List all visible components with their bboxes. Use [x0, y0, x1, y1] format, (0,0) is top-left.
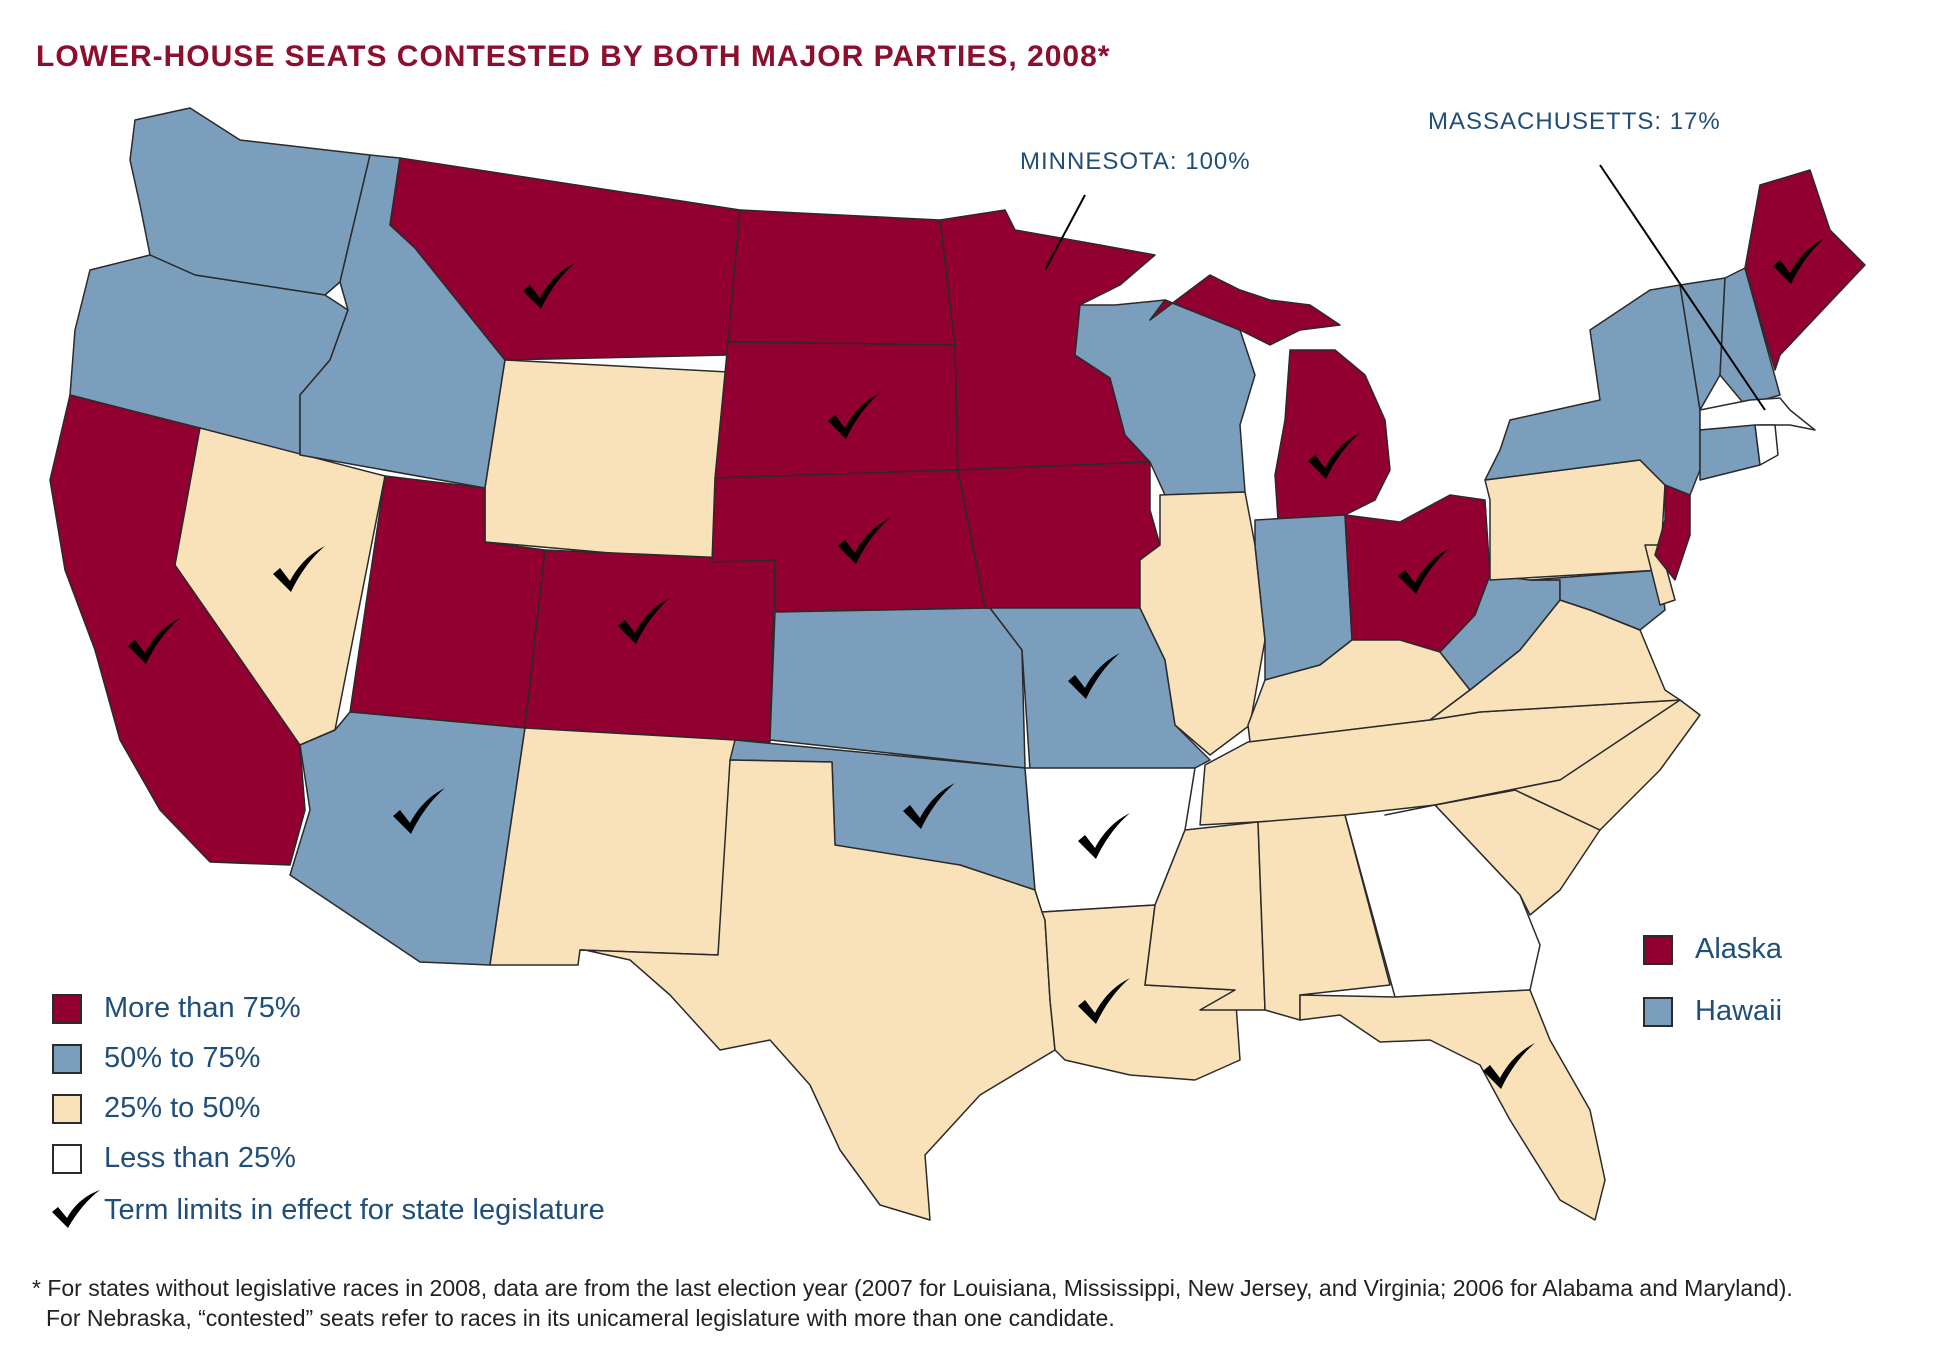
- inset-item-alaska: Alaska: [1643, 933, 1782, 966]
- footnote-line-1: * For states without legislative races i…: [32, 1275, 1793, 1301]
- minnesota-callout: MINNESOTA: 100%: [1020, 148, 1251, 175]
- state-ME: [1744, 169, 1866, 371]
- inset-swatch: [1643, 996, 1673, 1027]
- legend-swatch: [52, 1093, 82, 1124]
- checkmark-icon: [838, 518, 890, 564]
- massachusetts-leader-line: [1599, 164, 1766, 411]
- checkmark-icon: [393, 788, 445, 834]
- checkmark-icon: [618, 598, 670, 644]
- footnote-line-2: For Nebraska, “contested” seats refer to…: [46, 1305, 1115, 1331]
- checkmark-icon: [52, 1190, 100, 1228]
- state-RI: [1754, 424, 1779, 466]
- state-NY: [1484, 284, 1701, 496]
- state-AZ: [289, 711, 526, 966]
- state-NC: [1384, 699, 1701, 831]
- state-CT: [1699, 424, 1761, 481]
- inset-swatch: [1643, 934, 1673, 965]
- state-KS: [769, 607, 1026, 769]
- state-DE: [1644, 544, 1676, 606]
- checkmark-icon: [1483, 1043, 1535, 1089]
- state-WY: [484, 359, 729, 563]
- state-SD: [714, 341, 959, 479]
- legend-item-25-to-50: 25% to 50%: [52, 1092, 260, 1125]
- legend-item-50-to-75: 50% to 75%: [52, 1042, 260, 1075]
- state-NM: [489, 727, 736, 966]
- state-IL: [1139, 491, 1266, 756]
- map-title: LOWER-HOUSE SEATS CONTESTED BY BOTH MAJO…: [36, 40, 1111, 73]
- state-FL: [1299, 989, 1606, 1221]
- checkmark-icon: [828, 393, 880, 439]
- legend-label: Less than 25%: [104, 1142, 296, 1174]
- state-PA: [1484, 459, 1666, 581]
- legend-label: 50% to 75%: [104, 1042, 261, 1074]
- checkmark-icon: [1398, 548, 1450, 594]
- legend-swatch: [52, 1143, 82, 1174]
- state-TX: [579, 759, 1056, 1221]
- state-ND: [727, 209, 956, 346]
- checkmark-icon: [903, 783, 955, 829]
- state-MI-UP: [1149, 274, 1341, 346]
- legend-swatch: [52, 1043, 82, 1074]
- checkmark-icon: [1078, 813, 1130, 859]
- checkmark-icon: [1078, 978, 1130, 1024]
- inset-label-hawaii: Hawaii: [1695, 995, 1783, 1027]
- legend-item-term-limits: Term limits in effect for state legislat…: [50, 1190, 605, 1230]
- state-IA: [957, 461, 1161, 609]
- checkmark-icon: [128, 618, 180, 664]
- state-CO: [524, 549, 776, 743]
- checkmark-icon: [1308, 433, 1360, 479]
- inset-item-hawaii: Hawaii: [1643, 995, 1782, 1028]
- checkmark-icon: [1068, 653, 1120, 699]
- inset-label-alaska: Alaska: [1695, 933, 1783, 965]
- minnesota-leader-line: [1044, 194, 1086, 271]
- legend-label: More than 75%: [104, 992, 301, 1024]
- legend-label: 25% to 50%: [104, 1092, 261, 1124]
- legend-item-more-than-75: More than 75%: [52, 992, 301, 1025]
- legend-item-less-than-25: Less than 25%: [52, 1142, 296, 1175]
- checkmark-icon: [1773, 238, 1825, 284]
- legend-label: Term limits in effect for state legislat…: [104, 1193, 605, 1226]
- checkmark-icon: [523, 263, 575, 309]
- checkmark-icon: [273, 546, 325, 592]
- legend-swatch: [52, 993, 82, 1024]
- massachusetts-callout: MASSACHUSETTS: 17%: [1428, 108, 1721, 135]
- state-MI: [1274, 349, 1391, 521]
